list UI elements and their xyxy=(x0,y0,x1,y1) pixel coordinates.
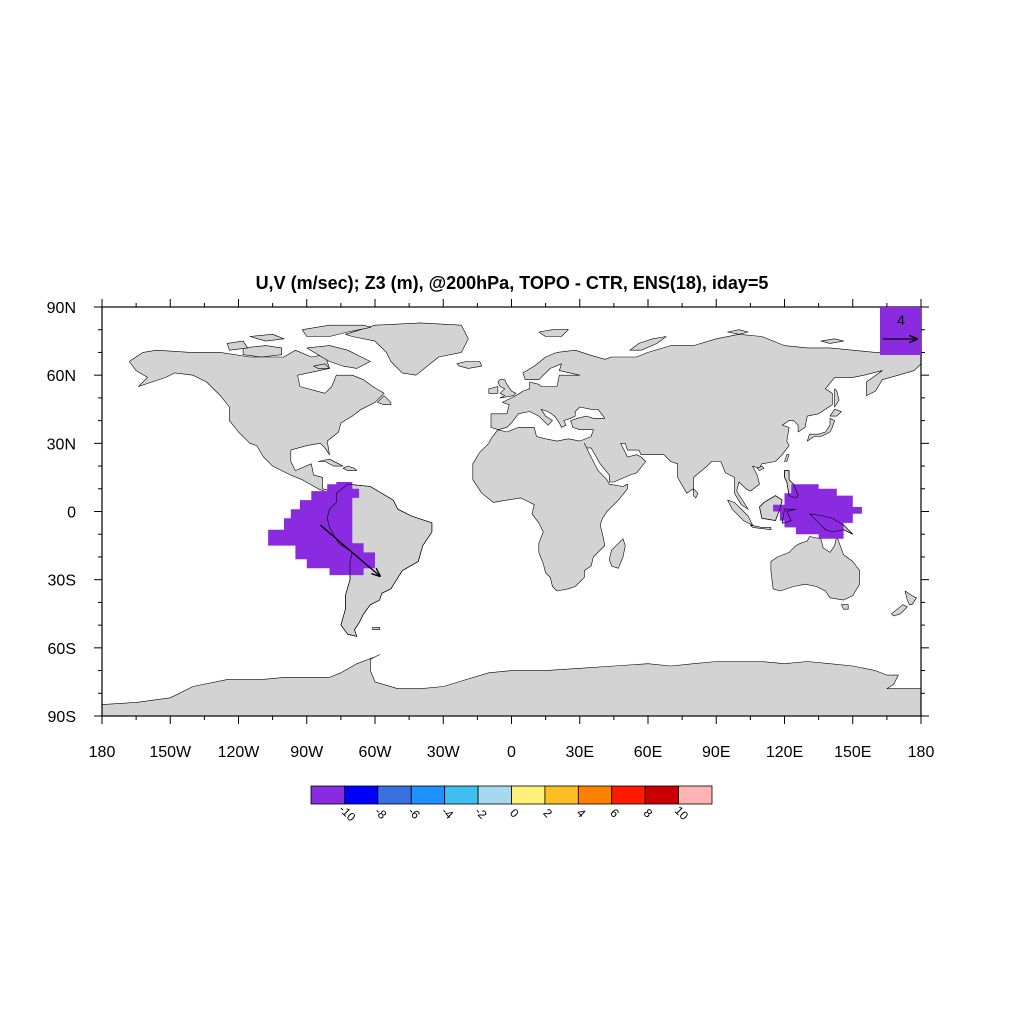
land-new-siberian-islands xyxy=(820,338,844,344)
colorbar-label: 10 xyxy=(672,803,692,823)
coastline-new-guinea xyxy=(808,513,854,535)
colorbar-swatch xyxy=(444,785,479,805)
lon-tick-label: 180 xyxy=(908,744,935,761)
colorbar-label: -8 xyxy=(372,804,390,822)
land-greenland xyxy=(345,322,469,376)
land-sumatra xyxy=(727,499,753,526)
colorbar-swatch xyxy=(577,785,613,805)
lon-tick-label: 180 xyxy=(89,744,116,761)
colorbar-swatch xyxy=(511,785,546,805)
lat-tick-label: 30N xyxy=(47,436,76,453)
lon-tick-label: 60W xyxy=(359,744,393,761)
lat-tick-label: 90N xyxy=(47,300,76,317)
land-sakhalin xyxy=(834,388,840,408)
lat-tick-label: 60S xyxy=(48,641,76,658)
reference-vector-label: 4 xyxy=(897,312,905,328)
lon-tick-label: 0 xyxy=(507,744,516,761)
shading-layer xyxy=(268,470,862,637)
colorbar-swatch xyxy=(344,785,379,805)
land-layer xyxy=(102,322,921,716)
coastline-philippines xyxy=(784,470,799,499)
colorbar-label: 8 xyxy=(641,806,656,821)
wind-vector-layer xyxy=(319,524,380,576)
colorbar-swatch xyxy=(377,785,412,805)
colorbar-swatch xyxy=(544,785,579,805)
coastline-sulawesi xyxy=(781,508,796,524)
land-madagascar xyxy=(608,538,626,569)
colorbar-label: 4 xyxy=(574,806,589,821)
land-falklands xyxy=(372,627,380,631)
land-ellesmere-island xyxy=(301,324,371,337)
axis-ticks: 180 150W 120W 90W 60W 30W 0 30E 60E 90E 120E 150E 18… xyxy=(47,299,935,761)
colorbar-label: 0 xyxy=(507,806,522,821)
colorbar-swatch xyxy=(611,785,646,805)
colorbar-label: -6 xyxy=(405,804,423,822)
land-baffin-island xyxy=(306,345,371,369)
lat-tick-label: 30S xyxy=(48,573,76,590)
land-java xyxy=(750,524,772,531)
land-great-britain xyxy=(497,379,517,399)
land-iceland xyxy=(456,361,483,369)
land-severnaya-zemlya xyxy=(727,329,749,335)
wind-vector-0 xyxy=(319,524,380,576)
land-new-zealand-south xyxy=(891,604,908,617)
land-sri-lanka xyxy=(693,488,699,499)
land-banks-island xyxy=(226,340,248,351)
colorbar-label: -4 xyxy=(439,804,457,822)
lon-tick-label: 60E xyxy=(634,744,662,761)
lon-tick-label: 150E xyxy=(834,744,871,761)
colorbar-label: 2 xyxy=(540,806,555,821)
land-ireland xyxy=(488,386,499,394)
lon-tick-label: 30W xyxy=(427,744,461,761)
lon-tick-label: 120E xyxy=(766,744,803,761)
lon-tick-label: 30E xyxy=(566,744,594,761)
land-arctic-islands xyxy=(249,333,285,342)
south-america-anomaly xyxy=(268,482,375,576)
land-antarctica xyxy=(102,654,921,716)
land-new-zealand-north xyxy=(904,590,917,606)
land-tasmania xyxy=(841,604,849,610)
lat-tick-label: 0 xyxy=(67,505,76,522)
colorbar-label: -10 xyxy=(336,802,358,824)
colorbar-swatch xyxy=(410,785,446,805)
reference-vector-box: 4 xyxy=(880,307,921,355)
colorbar-label: -2 xyxy=(472,804,490,822)
land-taiwan xyxy=(784,454,790,462)
colorbar-swatch xyxy=(477,785,512,805)
land-eurasia-africa xyxy=(472,333,921,592)
land-southampton-island xyxy=(313,363,330,369)
coastline-borneo xyxy=(759,495,783,521)
lon-tick-label: 120W xyxy=(218,744,261,761)
colorbar-swatch xyxy=(678,785,713,805)
map-area xyxy=(102,307,921,716)
land-victoria-island xyxy=(242,345,283,358)
colorbar-swatch xyxy=(644,785,679,805)
land-australia xyxy=(770,536,860,601)
colorbar: -10 -8 -6 -4 -2 0 2 4 6 8 10 xyxy=(310,785,713,824)
colorbar-label: 6 xyxy=(607,806,622,821)
lon-tick-label: 90W xyxy=(290,744,324,761)
lat-tick-label: 60N xyxy=(47,368,76,385)
colorbar-swatch xyxy=(310,785,345,805)
coastline-south-america xyxy=(326,483,433,637)
land-newfoundland xyxy=(376,395,392,406)
lat-tick-label: 90S xyxy=(48,709,76,726)
lon-tick-label: 150W xyxy=(149,744,192,761)
map-title: U,V (m/sec); Z3 (m), @200hPa, TOPO - CTR… xyxy=(256,273,769,293)
lon-tick-label: 90E xyxy=(702,744,730,761)
land-cuba xyxy=(317,458,344,467)
land-japan xyxy=(806,417,835,442)
land-novaya-zemlya xyxy=(629,336,667,351)
land-hokkaido xyxy=(829,408,842,417)
land-hainan xyxy=(756,465,765,471)
land-svalbard xyxy=(538,329,569,337)
land-hispaniola xyxy=(342,465,358,471)
reference-vector-background xyxy=(880,307,921,355)
